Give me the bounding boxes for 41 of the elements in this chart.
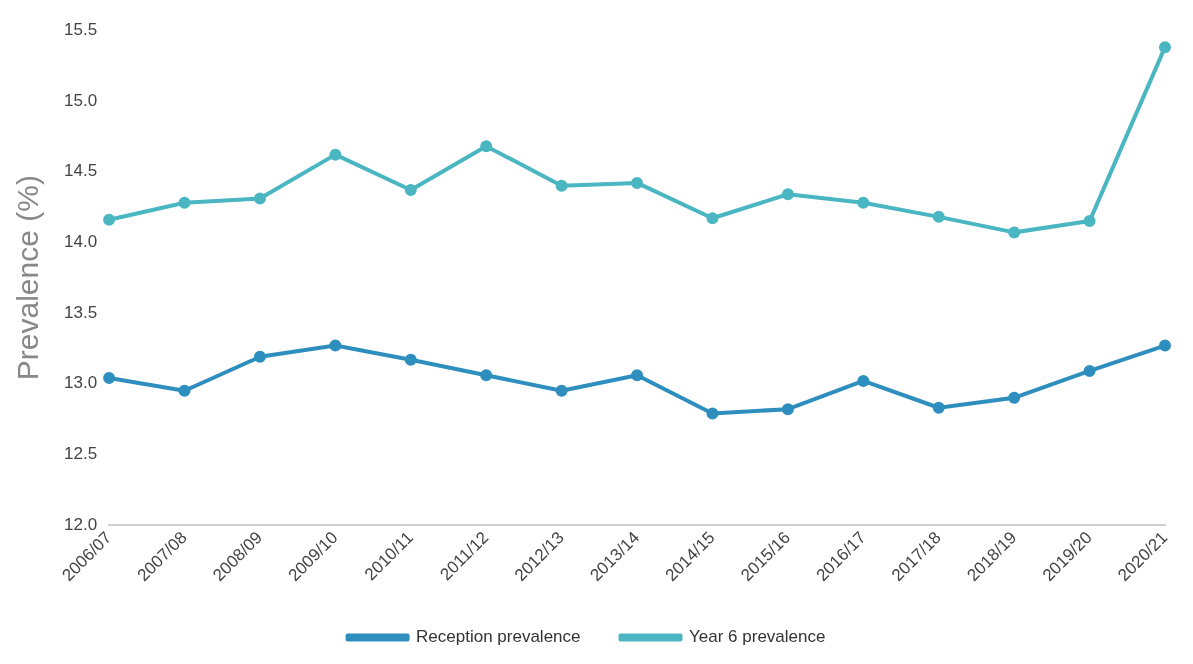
point bbox=[1008, 226, 1021, 239]
point bbox=[178, 384, 191, 397]
point bbox=[178, 196, 191, 209]
point bbox=[932, 210, 945, 223]
y-tick-label: 14.0 bbox=[63, 232, 98, 251]
point bbox=[103, 372, 116, 385]
point bbox=[932, 401, 945, 414]
point bbox=[480, 140, 493, 153]
point bbox=[253, 350, 266, 363]
y-tick-label: 15.0 bbox=[63, 90, 98, 110]
point bbox=[253, 192, 266, 205]
point bbox=[480, 369, 493, 382]
legend-label: Reception prevalence bbox=[416, 627, 581, 647]
point bbox=[706, 407, 719, 420]
point bbox=[555, 179, 568, 192]
point bbox=[706, 212, 719, 225]
point bbox=[1159, 339, 1171, 352]
point bbox=[857, 196, 870, 209]
point bbox=[631, 369, 644, 382]
y-tick-label: 12.0 bbox=[63, 514, 98, 534]
y-tick-label: 12.5 bbox=[63, 444, 98, 464]
point bbox=[631, 176, 644, 189]
point bbox=[1159, 41, 1171, 54]
point bbox=[857, 374, 870, 387]
y-tick-label: 13.0 bbox=[63, 373, 98, 393]
point bbox=[781, 403, 794, 416]
point bbox=[781, 188, 794, 201]
point bbox=[404, 353, 417, 366]
point bbox=[103, 213, 116, 226]
y-tick-label: 15.5 bbox=[63, 19, 98, 39]
point bbox=[1083, 215, 1096, 228]
y-tick-label: 13.5 bbox=[63, 302, 98, 322]
point bbox=[555, 384, 568, 397]
y-axis-title: Prevalence (%) bbox=[11, 175, 45, 381]
y-tick-label: 14.5 bbox=[63, 161, 98, 181]
point bbox=[1008, 391, 1021, 404]
legend-label: Year 6 prevalence bbox=[689, 627, 826, 647]
point bbox=[404, 183, 417, 196]
point bbox=[329, 339, 342, 352]
point bbox=[1083, 364, 1096, 377]
point bbox=[329, 148, 342, 161]
